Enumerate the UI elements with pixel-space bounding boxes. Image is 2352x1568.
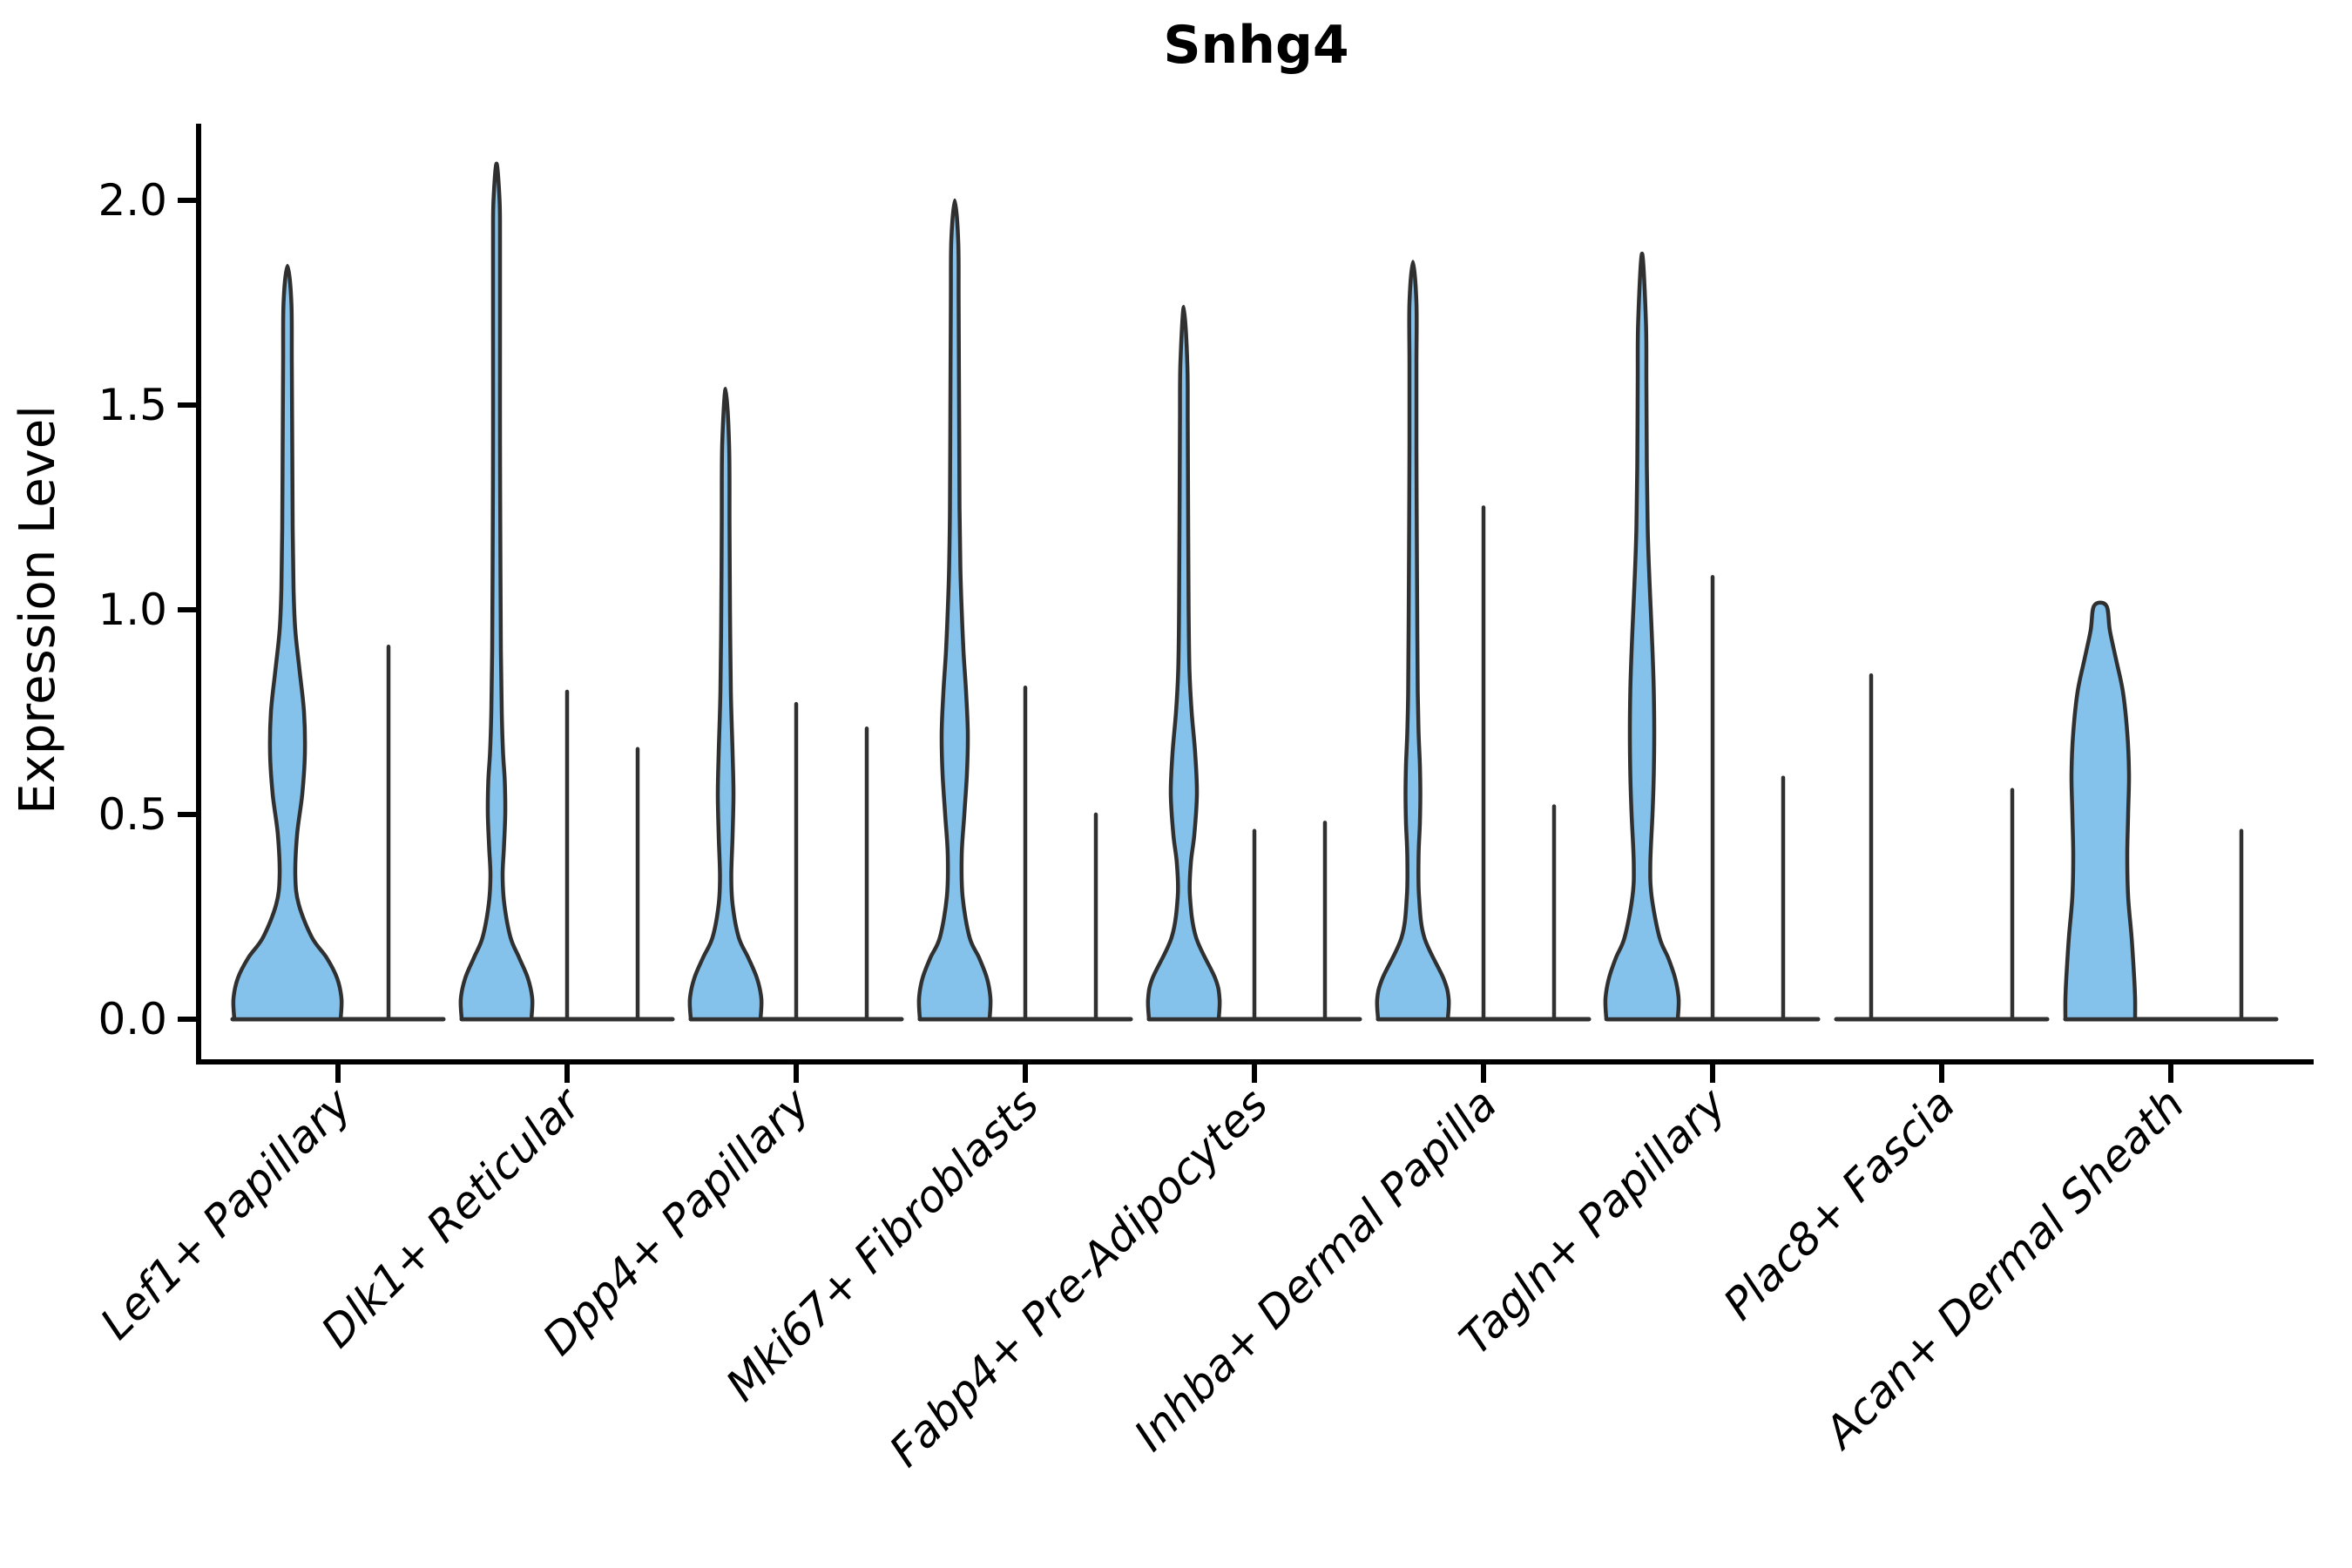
x-tick-label: Fabp4+ Pre-Adipocytes	[880, 1078, 1278, 1477]
violin-group	[1146, 304, 1362, 1022]
violin-density	[1603, 251, 1681, 1022]
y-tick-label: 1.0	[98, 585, 167, 635]
violin-group	[1603, 251, 1821, 1022]
violin-density	[687, 386, 764, 1022]
x-tick-label: Acan+ Dermal Sheath	[1814, 1078, 2194, 1459]
violin-density	[231, 263, 344, 1022]
violin-group	[687, 386, 904, 1022]
x-tick-label: Lef1+ Papillary	[91, 1078, 362, 1348]
y-tick-label: 0.5	[98, 789, 167, 840]
violins-layer	[230, 161, 2279, 1022]
violin-density	[1146, 304, 1222, 1022]
y-tick-label: 0.0	[98, 994, 167, 1044]
violin-group	[230, 263, 446, 1022]
y-tick-label: 1.5	[98, 380, 167, 430]
chart-title: Snhg4	[1163, 15, 1348, 76]
violin-group	[2063, 600, 2279, 1022]
violin-group	[458, 161, 675, 1022]
x-tick-label: Inhba+ Dermal Papilla	[1125, 1078, 1506, 1460]
x-tick-label: Plac8+ Fascia	[1714, 1078, 1965, 1329]
y-tick-label: 2.0	[98, 175, 167, 226]
violin-group	[1834, 672, 2050, 1022]
violin-density	[2063, 600, 2138, 1022]
violin-density	[458, 161, 535, 1022]
violin-density	[916, 198, 993, 1022]
y-axis-label: Expression Level	[10, 405, 66, 814]
violin-group	[916, 198, 1133, 1022]
violin-density	[1375, 260, 1451, 1022]
violin-group	[1375, 260, 1592, 1022]
